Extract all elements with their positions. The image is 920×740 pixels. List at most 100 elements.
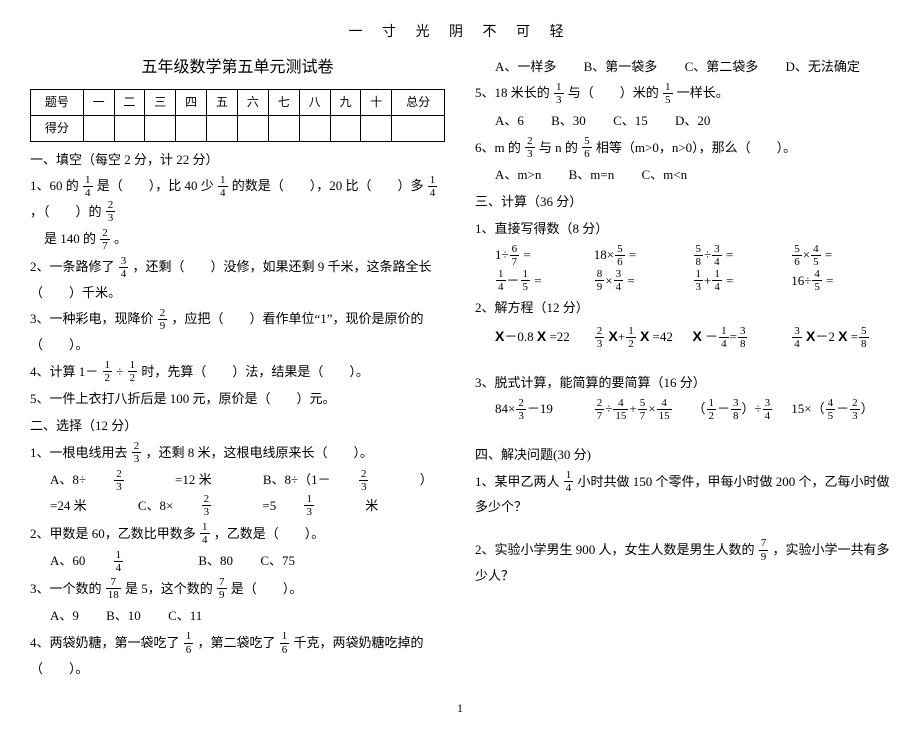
option: A、6 — [495, 113, 524, 128]
text: B、8÷（1－ — [263, 472, 331, 487]
fraction: 79 — [759, 537, 769, 562]
text: 4、计算 1－ — [30, 364, 98, 379]
fraction: 23 — [202, 493, 236, 518]
text: 是 140 的 — [44, 231, 96, 246]
page-number: 1 — [30, 697, 890, 720]
text: 2、甲数是 60，乙数比甲数多 — [30, 526, 196, 541]
text: ÷ — [116, 364, 123, 379]
text: 2、一条路修了 — [30, 259, 115, 274]
text: 3、一个数的 — [30, 581, 102, 596]
text: =12 米 — [175, 472, 212, 487]
fraction: 14 — [200, 521, 210, 546]
left-column: 五年级数学第五单元测试卷 题号 一 二 三 四 五 六 七 八 九 十 总分 得… — [30, 53, 445, 684]
fraction: 23 — [114, 468, 148, 493]
equation: 56×45 = — [791, 243, 890, 269]
text: 4、两袋奶糖，第一袋吃了 — [30, 635, 180, 650]
text: A、8÷ — [50, 472, 86, 487]
option: B、80 — [198, 553, 233, 568]
fraction: 718 — [106, 576, 121, 601]
fraction: 23 — [132, 440, 142, 465]
text: 。 — [114, 231, 127, 246]
options: A、9 B、10 C、11 — [30, 604, 445, 629]
equation-row: 14－15 = 89×34 = 13+14 = 16÷45 = — [475, 269, 890, 295]
fraction: 14 — [83, 174, 93, 199]
equation-row: 84×23－19 27÷415+57×415 （12－38）÷34 15×（45… — [475, 397, 890, 423]
fraction: 56 — [582, 135, 592, 160]
options: A、8÷ 23 =12 米 B、8÷（1－ 23 ）=24 米 C、8× 23 … — [30, 468, 445, 519]
th: 九 — [330, 89, 361, 115]
section-heading: 二、选择（12 分） — [30, 414, 445, 439]
option: C、75 — [260, 553, 295, 568]
option: B、m=n — [569, 167, 615, 182]
question: 5、18 米长的 13 与（ ）米的 15 一样长。 — [475, 81, 890, 107]
fraction: 79 — [217, 576, 227, 601]
td: 得分 — [31, 115, 84, 141]
text: 与（ ）米的 — [568, 85, 659, 100]
question: 1、某甲乙两人 14 小时共做 150 个零件，甲每小时做 200 个，乙每小时… — [475, 470, 890, 520]
text: ，（ ）的 — [30, 204, 102, 219]
th: 一 — [83, 89, 114, 115]
fraction: 34 — [119, 255, 129, 280]
th: 总分 — [392, 89, 445, 115]
sub-heading: 1、直接写得数（8 分） — [475, 217, 890, 242]
sub-heading: 3、脱式计算，能简算的要简算（16 分） — [475, 371, 890, 396]
fraction: 14 — [218, 174, 228, 199]
equation: X －14=38 — [693, 323, 792, 351]
th: 六 — [237, 89, 268, 115]
options: A、60 14 B、80 C、75 — [30, 549, 445, 575]
fraction: 29 — [158, 307, 168, 332]
options: A、m>n B、m=n C、m<n — [475, 163, 890, 188]
th: 十 — [361, 89, 392, 115]
text: 1、一根电线用去 — [30, 445, 128, 460]
fraction: 16 — [184, 630, 194, 655]
question: 3、一种彩电，现降价 29 ，应把（ ）看作单位“1”，现价是原价的（ ）。 — [30, 307, 445, 357]
equation: 84×23－19 — [495, 397, 594, 423]
equation-row: 1÷67 = 18×56 = 58÷34 = 56×45 = — [475, 243, 890, 269]
question: 6、m 的 23 与 n 的 56 相等（m>0，n>0），那么（ ）。 — [475, 136, 890, 162]
text: 是（ ）。 — [231, 581, 303, 596]
header-motto: 一 寸 光 阴 不 可 轻 — [30, 20, 890, 47]
fraction: 14 — [114, 549, 148, 574]
sub-heading: 2、解方程（12 分） — [475, 296, 890, 321]
option: D、20 — [675, 113, 710, 128]
text: 一样长。 — [677, 85, 729, 100]
fraction: 13 — [554, 81, 564, 106]
th: 二 — [114, 89, 145, 115]
right-column: A、一样多 B、第一袋多 C、第二袋多 D、无法确定 5、18 米长的 13 与… — [475, 53, 890, 684]
score-table: 题号 一 二 三 四 五 六 七 八 九 十 总分 得分 — [30, 89, 445, 142]
option: C、8× 23 =5 13 米 — [138, 498, 402, 513]
equation: （12－38）÷34 — [693, 397, 792, 423]
th: 四 — [176, 89, 207, 115]
text: 的数是（ ），20 比（ ）多 — [232, 178, 424, 193]
question: 4、计算 1－ 12 ÷ 12 时，先算（ ）法，结果是（ ）。 — [30, 360, 445, 386]
th: 七 — [268, 89, 299, 115]
equation: 16÷45 = — [791, 269, 890, 295]
option: C、15 — [613, 113, 648, 128]
table-row: 得分 — [31, 115, 445, 141]
text: 米 — [365, 498, 378, 513]
text: 1、某甲乙两人 — [475, 474, 560, 489]
question: 5、一件上衣打八折后是 100 元，原价是（ ）元。 — [30, 387, 445, 412]
text: 是 5，这个数的 — [125, 581, 213, 596]
option: A、m>n — [495, 167, 541, 182]
equation: 18×56 = — [594, 243, 693, 269]
text: 3、一种彩电，现降价 — [30, 311, 154, 326]
option: B、第一袋多 — [584, 59, 658, 74]
question: 2、实验小学男生 900 人，女生人数是男生人数的 79 ，实验小学一共有多少人… — [475, 538, 890, 588]
equation: 13+14 = — [693, 269, 792, 295]
text: ，乙数是（ ）。 — [214, 526, 325, 541]
question: 3、一个数的 718 是 5，这个数的 79 是（ ）。 — [30, 577, 445, 603]
fraction: 23 — [359, 468, 393, 493]
th: 五 — [207, 89, 238, 115]
equation: 14－15 = — [495, 269, 594, 295]
section-heading: 三、计算（36 分） — [475, 190, 890, 215]
equation-row: X－0.8 X =22 23 X+12 X =42 X －14=38 34 X－… — [475, 323, 890, 351]
fraction: 15 — [663, 81, 673, 106]
fraction: 12 — [103, 359, 113, 384]
th: 三 — [145, 89, 176, 115]
question: 4、两袋奶糖，第一袋吃了 16 ，第二袋吃了 16 千克，两袋奶糖吃掉的（ ）。 — [30, 631, 445, 681]
th: 八 — [299, 89, 330, 115]
equation: 27÷415+57×415 — [594, 397, 693, 423]
fraction: 27 — [100, 227, 110, 252]
option: A、60 14 — [50, 553, 174, 568]
